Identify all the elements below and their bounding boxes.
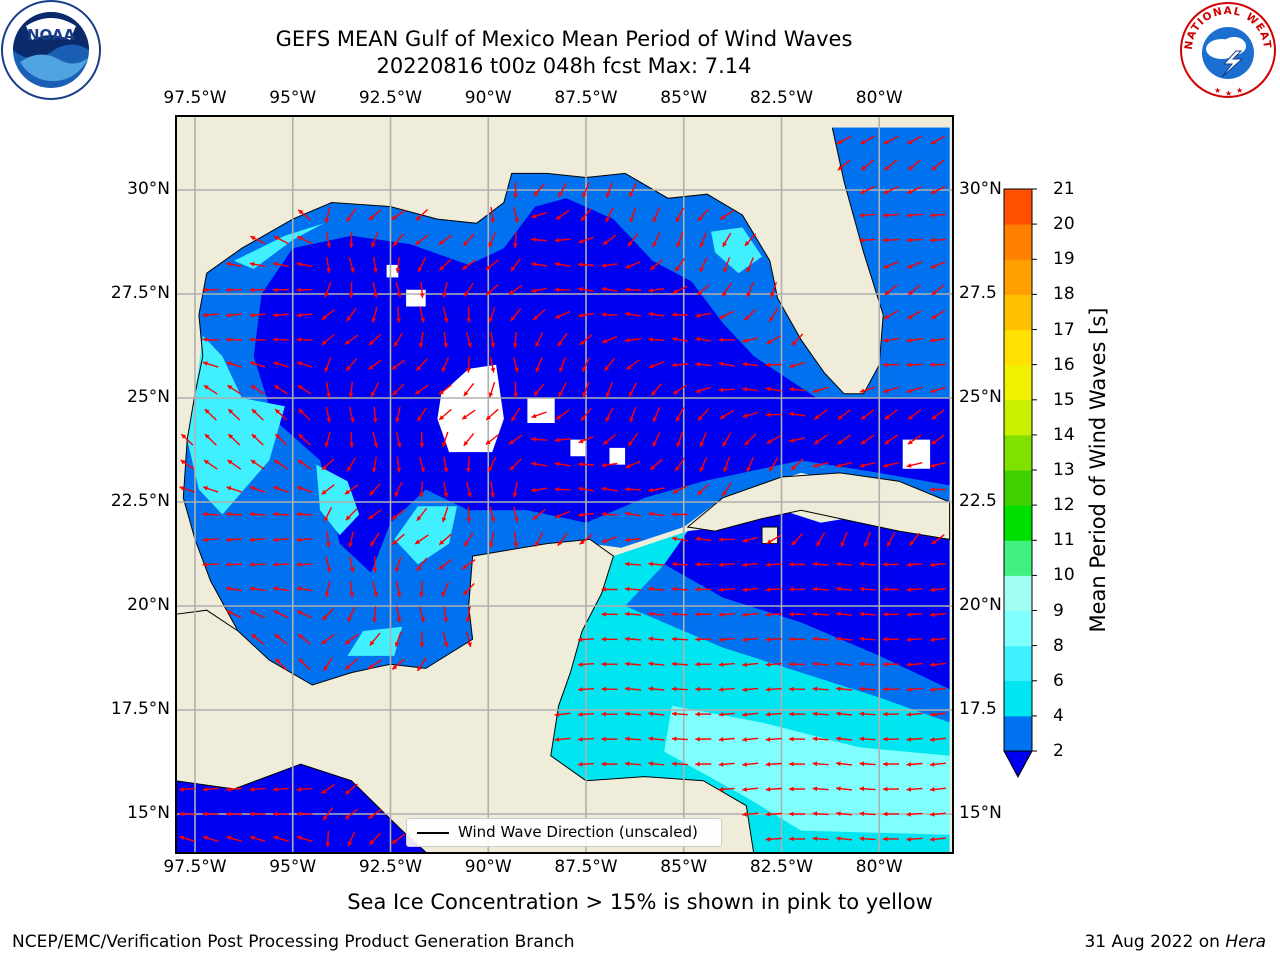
colorbar-segment: [1004, 505, 1032, 541]
lon-tick-label-top: 90°W: [465, 88, 512, 108]
colorbar-tick-label: 4: [1053, 706, 1064, 726]
colorbar-segment: [1004, 365, 1032, 401]
colorbar-segment: [1004, 470, 1032, 506]
lon-tick-label-top: 85°W: [660, 88, 707, 108]
lat-tick-label-right: 30°N: [959, 179, 1002, 199]
lon-tick-label-top: 87.5°W: [554, 88, 617, 108]
colorbar-tick-label: 9: [1053, 601, 1064, 621]
footer-machine-name: Hera: [1225, 932, 1266, 952]
colorbar-tick-label: 16: [1053, 355, 1075, 375]
lon-tick-label-bottom: 82.5°W: [750, 857, 813, 877]
colorbar-tick-label: 19: [1053, 249, 1075, 269]
colorbar-segment: [1004, 189, 1032, 225]
colorbar-tick-label: 14: [1053, 425, 1075, 445]
colorbar-segment: [1004, 224, 1032, 260]
colorbar-segment: [1004, 294, 1032, 330]
lon-tick-label-bottom: 90°W: [465, 857, 512, 877]
chart-subtitle-forecast: 20220816 t00z 048h fcst Max: 7.14: [0, 54, 1128, 78]
lon-tick-label-bottom: 85°W: [660, 857, 707, 877]
lat-tick-label-left: 15°N: [100, 803, 170, 823]
colorbar-tick-label: 20: [1053, 214, 1075, 234]
colorbar-segment: [1004, 540, 1032, 576]
colorbar-tick-label: 2: [1053, 741, 1064, 761]
lon-tick-label-bottom: 95°W: [269, 857, 316, 877]
colorbar-segment: [1004, 400, 1032, 436]
colorbar-extend-triangle: [1004, 751, 1032, 777]
colorbar-segment: [1004, 681, 1032, 717]
footer-date-text: 31 Aug 2022 on: [1084, 932, 1225, 952]
chart-title: GEFS MEAN Gulf of Mexico Mean Period of …: [0, 27, 1128, 51]
map-plot: [175, 115, 954, 854]
colorbar-tick-label: 18: [1053, 284, 1075, 304]
lat-tick-label-right: 27.5: [959, 283, 997, 303]
colorbar-tick-label: 12: [1053, 495, 1075, 515]
colorbar-segment: [1004, 435, 1032, 471]
footer-credit: NCEP/EMC/Verification Post Processing Pr…: [12, 932, 575, 952]
sea-ice-note: Sea Ice Concentration > 15% is shown in …: [0, 890, 1280, 914]
no-data-patch: [570, 440, 586, 457]
lon-tick-label-top: 80°W: [856, 88, 903, 108]
lat-tick-label-left: 30°N: [100, 179, 170, 199]
colorbar-tick-label: 11: [1053, 530, 1075, 550]
lat-tick-label-left: 25°N: [100, 387, 170, 407]
lon-tick-label-top: 92.5°W: [359, 88, 422, 108]
no-data-patch: [527, 398, 554, 423]
svg-text:★: ★: [1236, 86, 1243, 95]
colorbar-segment: [1004, 716, 1032, 752]
lat-tick-label-left: 20°N: [100, 595, 170, 615]
lat-tick-label-right: 20°N: [959, 595, 1002, 615]
colorbar-tick-label: 8: [1053, 636, 1064, 656]
colorbar-segment: [1004, 259, 1032, 295]
svg-text:★: ★: [1214, 86, 1221, 95]
colorbar-label: Mean Period of Wind Waves [s]: [1086, 308, 1110, 633]
lon-tick-label-bottom: 80°W: [856, 857, 903, 877]
lat-tick-label-right: 25°N: [959, 387, 1002, 407]
colorbar-segment: [1004, 611, 1032, 647]
lat-tick-label-left: 17.5°N: [100, 699, 170, 719]
svg-text:★: ★: [1225, 89, 1232, 98]
colorbar-segment: [1004, 646, 1032, 682]
lon-tick-label-top: 82.5°W: [750, 88, 813, 108]
colorbar-segment: [1004, 330, 1032, 366]
lat-tick-label-right: 15°N: [959, 803, 1002, 823]
lon-tick-label-top: 97.5°W: [163, 88, 226, 108]
noaa-logo-text: NOAA: [27, 26, 76, 44]
colorbar: [998, 185, 1038, 785]
no-data-patch: [387, 265, 399, 278]
lat-tick-label-right: 17.5: [959, 699, 997, 719]
colorbar-segment: [1004, 575, 1032, 611]
lon-tick-label-top: 95°W: [269, 88, 316, 108]
no-data-patch: [406, 290, 426, 307]
lat-tick-label-left: 27.5°N: [100, 283, 170, 303]
lon-tick-label-bottom: 87.5°W: [554, 857, 617, 877]
colorbar-tick-label: 13: [1053, 460, 1075, 480]
legend-label: Wind Wave Direction (unscaled): [458, 823, 698, 841]
nws-logo: NATIONAL WEATHER SERVICE ★ ★ ★: [1178, 1, 1278, 101]
noaa-logo: NOAA: [0, 0, 104, 104]
legend-line-sample: [417, 832, 449, 834]
lat-tick-label-right: 22.5: [959, 491, 997, 511]
footer-date: 31 Aug 2022 on Hera: [1084, 932, 1266, 952]
colorbar-tick-label: 17: [1053, 320, 1075, 340]
lon-tick-label-bottom: 97.5°W: [163, 857, 226, 877]
map-legend: Wind Wave Direction (unscaled): [406, 818, 722, 847]
colorbar-tick-label: 10: [1053, 565, 1075, 585]
lon-tick-label-bottom: 92.5°W: [359, 857, 422, 877]
colorbar-tick-label: 21: [1053, 179, 1075, 199]
colorbar-tick-label: 15: [1053, 390, 1075, 410]
no-data-patch: [610, 448, 626, 465]
colorbar-tick-label: 6: [1053, 671, 1064, 691]
lat-tick-label-left: 22.5°N: [100, 491, 170, 511]
